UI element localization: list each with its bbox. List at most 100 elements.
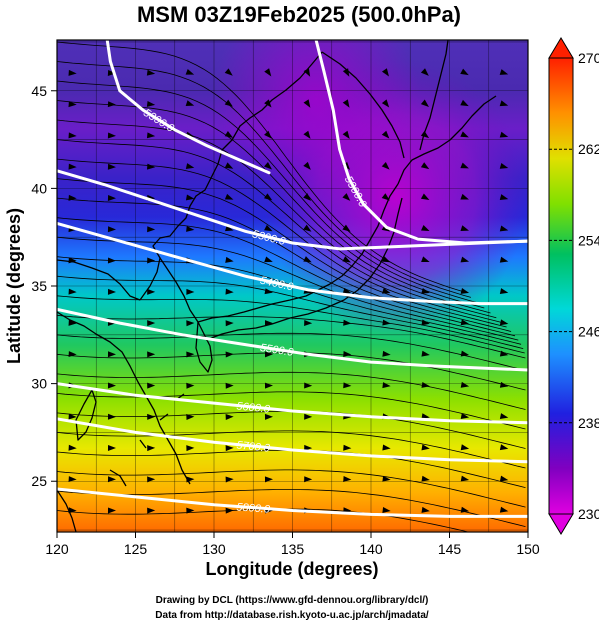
coastline-sakhalin <box>419 40 449 151</box>
wind-arrow <box>146 69 156 76</box>
wind-arrow <box>342 68 350 77</box>
wind-arrow <box>224 99 233 107</box>
wind-arrow <box>264 351 273 358</box>
wind-arrow <box>420 99 429 107</box>
wind-arrow <box>460 350 470 357</box>
wind-arrow <box>147 476 156 483</box>
wind-arrow <box>107 288 116 295</box>
wind-arrow <box>186 476 195 483</box>
wind-arrow <box>107 476 116 483</box>
contour-label: 5600.0 <box>236 400 272 415</box>
streamline <box>57 314 526 359</box>
contour-line <box>105 40 271 175</box>
streamline <box>57 275 524 349</box>
wind-arrow <box>343 351 352 357</box>
contour-line <box>57 307 528 372</box>
streamline <box>57 469 526 508</box>
x-axis: 120 125 130 135 140 145 150 <box>45 532 540 557</box>
x-tick-label: 135 <box>281 541 305 557</box>
x-tick-label: 150 <box>516 541 540 557</box>
wind-arrow <box>381 130 390 139</box>
wind-arrow <box>147 226 156 233</box>
wind-arrow <box>264 320 273 327</box>
credit-data: Data from http://database.rish.kyoto-u.a… <box>155 610 429 621</box>
contour-line <box>57 222 528 306</box>
wind-arrow <box>68 194 77 201</box>
colorbar-top-triangle <box>548 37 574 59</box>
wind-arrow <box>68 351 77 358</box>
wind-arrow <box>421 256 430 263</box>
wind-arrow <box>460 99 469 107</box>
wind-arrow <box>107 194 116 201</box>
wind-arrow <box>499 475 509 482</box>
wind-arrow <box>343 319 352 326</box>
wind-arrow <box>499 444 509 451</box>
wind-arrow <box>420 162 430 170</box>
wind-arrow <box>225 507 234 514</box>
wind-arrow <box>186 382 195 389</box>
x-tick-label: 145 <box>438 541 462 557</box>
x-tick-label: 140 <box>359 541 383 557</box>
wind-arrow <box>460 131 469 138</box>
wind-arrow <box>107 226 116 233</box>
wind-arrow <box>107 382 116 389</box>
wind-arrow <box>421 413 430 420</box>
y-axis: 25 30 35 40 45 <box>31 83 57 489</box>
wind-arrow <box>303 161 311 170</box>
wind-arrow <box>499 381 509 388</box>
wind-arrow <box>146 132 156 139</box>
wind-arrow <box>499 350 509 357</box>
wind-arrow <box>421 350 430 357</box>
wind-arrow <box>68 163 77 170</box>
wind-arrow <box>460 475 470 482</box>
y-tick-label: 25 <box>31 473 47 489</box>
wind-arrow <box>382 350 391 357</box>
wind-arrow <box>303 99 311 108</box>
coastline-ryukyu <box>109 393 185 487</box>
wind-arrow <box>264 413 273 420</box>
y-tick-label: 45 <box>31 83 47 99</box>
wind-arrow <box>382 444 391 451</box>
wind-arrow <box>68 476 77 483</box>
wind-arrow <box>186 225 195 232</box>
contour-label: 5700.0 <box>236 439 272 454</box>
wind-arrow <box>381 256 391 263</box>
colorbar-tick-label: 238 <box>578 415 599 431</box>
wind-arrow <box>107 413 116 420</box>
colorbar-tick-label: 246 <box>578 324 599 340</box>
colorbar-tick-label: 270 <box>578 50 599 66</box>
wind-arrow <box>107 101 116 108</box>
wind-arrow <box>264 382 273 389</box>
contour-line <box>314 40 528 245</box>
streamline <box>57 295 525 354</box>
contour-line <box>57 382 528 425</box>
streamline <box>57 332 526 371</box>
coastlines <box>57 40 497 532</box>
wind-arrow <box>303 130 311 139</box>
coastline-china <box>57 311 191 485</box>
streamline <box>57 139 497 319</box>
wind-arrow <box>342 224 351 232</box>
wind-arrow <box>68 288 77 295</box>
map-title: MSM 03Z19Feb2025 (500.0hPa) <box>137 2 461 27</box>
streamline <box>57 178 507 328</box>
wind-arrow <box>147 257 156 264</box>
coastline-russia <box>321 51 405 159</box>
wind-arrow <box>499 131 509 138</box>
wind-arrow <box>185 194 195 201</box>
wind-arrow <box>343 382 352 389</box>
wind-arrow <box>264 162 273 170</box>
wind-arrow <box>460 319 470 326</box>
wind-arrow <box>342 99 350 108</box>
colorbar-ticks: 230 238 246 254 262 270 <box>549 50 599 522</box>
wind-arrow <box>342 256 351 263</box>
x-axis-title: Longitude (degrees) <box>205 559 378 579</box>
wind-arrow <box>225 476 234 483</box>
wind-arrow <box>382 475 391 482</box>
wind-arrow <box>460 288 470 294</box>
x-tick-label: 120 <box>45 541 69 557</box>
wind-arrow <box>224 131 234 138</box>
wind-arrow <box>147 288 156 295</box>
wind-arrow <box>68 132 77 139</box>
streamline <box>57 391 526 430</box>
